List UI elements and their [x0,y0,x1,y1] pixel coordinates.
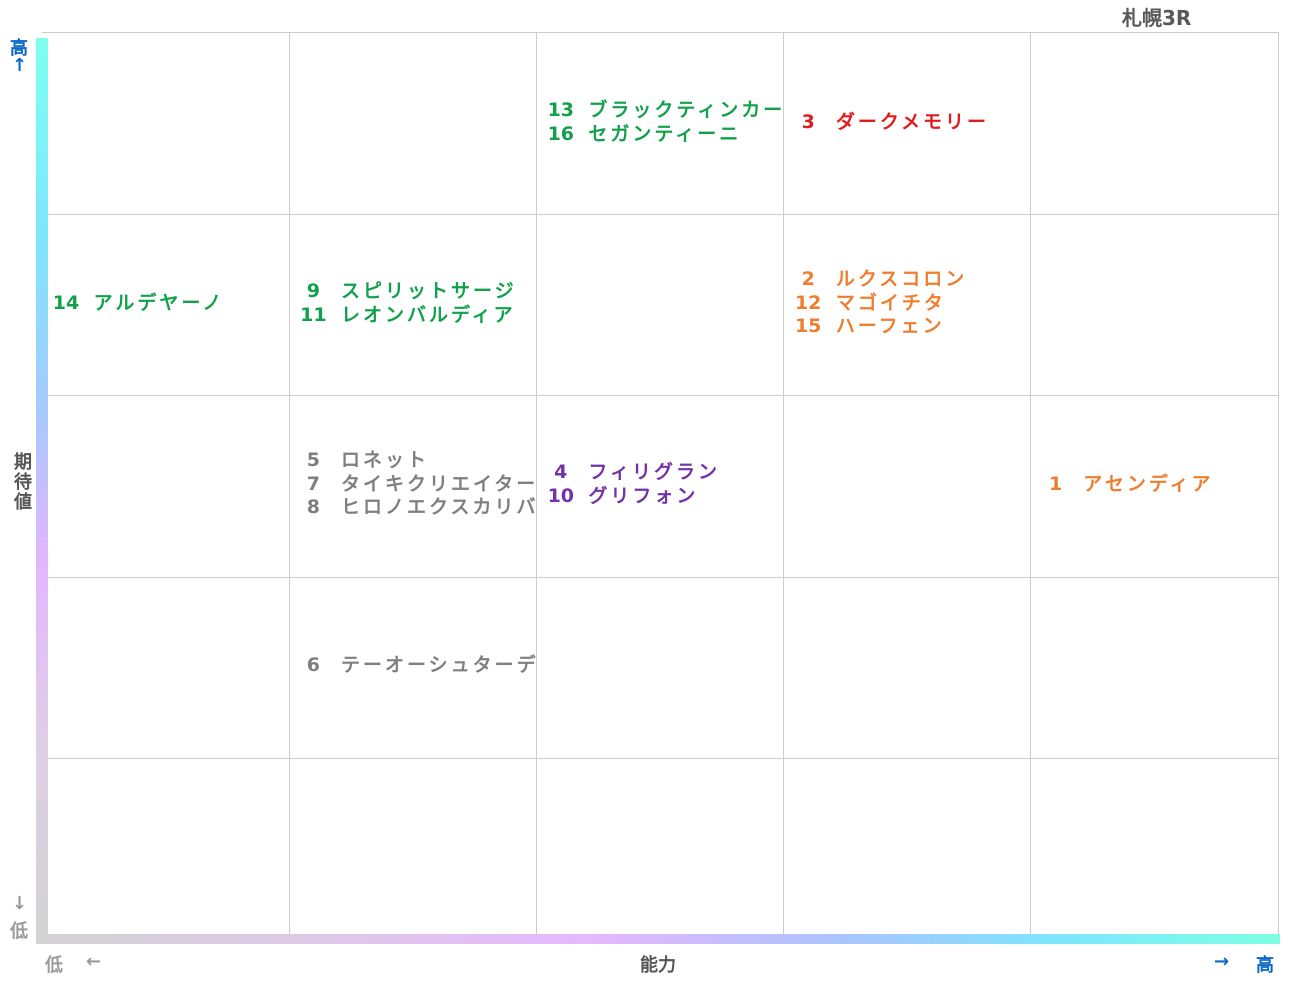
horse-number: 16 [547,122,575,145]
chart-title: 札幌3R [1122,6,1192,30]
horse-number: 1 [1048,472,1063,495]
horse-name: テーオーシュターデ [341,653,539,676]
horse-name: アセンディア [1083,472,1214,495]
horse-number: 4 [554,461,568,483]
y-axis-up-arrow-icon: ↑ [12,55,28,76]
grid-line-h3 [42,577,1278,578]
horse-entry: 12 マゴイチタ [790,292,967,316]
cell-entry-group: 14 アルデヤーノ [48,292,224,316]
horse-name: グリフォン [588,484,699,507]
y-axis-gradient-bar [36,38,48,940]
horse-name: ダークメモリー [835,110,990,133]
cell-entry-group: 2 ルクスコロン 12 マゴイチタ 15 ハーフェン [790,268,967,339]
horse-name: ブラックティンカー [588,99,786,121]
horse-entry: 7 タイキクリエイター [295,473,538,497]
x-axis-gradient-bar [36,934,1280,944]
grid-line-v1 [289,33,290,937]
grid-line-v4 [1030,33,1031,937]
horse-entry: 15 ハーフェン [790,315,967,339]
horse-entry: 1 アセンディア [1038,473,1214,497]
horse-entry: 14 アルデヤーノ [48,292,224,316]
horse-number: 2 [801,268,815,291]
horse-entry: 8 ヒロノエクスカリバ [295,496,538,520]
horse-name: ロネット [341,449,430,472]
horse-name: レオンバルディア [341,303,516,326]
horse-name: フィリグラン [588,461,721,483]
horse-number: 7 [306,472,320,495]
cell-entry-group: 4 フィリグラン 10 グリフォン [543,461,720,508]
horse-entry: 3 ダークメモリー [790,111,989,135]
cell-entry-group: 3 ダークメモリー [790,111,989,135]
horse-name: セガンティーニ [588,122,742,145]
x-axis-high-label: 高 [1256,955,1274,976]
cell-entry-group: 13 ブラックティンカー 16 セガンティーニ [543,99,786,146]
grid-line-v3 [783,33,784,937]
y-axis-low-label: 低 [10,921,28,942]
cell-entry-group: 1 アセンディア [1038,473,1214,497]
horse-name: ハーフェン [835,315,945,338]
horse-number: 5 [306,449,320,472]
horse-entry: 4 フィリグラン [543,461,720,485]
cell-entry-group: 9 スピリットサージ 11 レオンバルディア [295,280,516,327]
horse-number: 6 [306,653,320,676]
horse-name: マゴイチタ [835,291,946,314]
horse-entry: 5 ロネット [295,449,538,473]
y-axis-label: 期待値 [11,452,32,512]
horse-number: 10 [547,484,575,507]
x-axis-low-label: 低 [45,955,63,976]
cell-entry-group: 5 ロネット 7 タイキクリエイター 8 ヒロノエクスカリバ [295,449,538,520]
quadrant-grid [42,32,1279,937]
y-axis-down-arrow-icon: ↓ [12,893,28,914]
horse-entry: 13 ブラックティンカー [543,99,786,123]
horse-number: 12 [794,291,822,314]
horse-entry: 10 グリフォン [543,485,720,509]
horse-number: 15 [794,315,822,338]
y-axis-high-label: 高 [10,38,28,59]
horse-number: 9 [306,280,320,302]
horse-number: 14 [52,291,80,314]
horse-name: ヒロノエクスカリバ [341,496,539,519]
grid-line-h2 [42,395,1278,396]
horse-number: 3 [801,110,815,133]
horse-entry: 9 スピリットサージ [295,280,516,304]
horse-entry: 6 テーオーシュターデ [295,654,538,678]
horse-number: 8 [306,496,320,519]
grid-line-h1 [42,214,1278,215]
cell-entry-group: 6 テーオーシュターデ [295,654,538,678]
horse-name: タイキクリエイター [341,472,539,495]
horse-number: 13 [547,99,575,121]
x-axis-right-arrow-icon: → [1214,951,1230,972]
grid-line-v2 [536,33,537,937]
horse-name: ルクスコロン [835,268,968,291]
x-axis-left-arrow-icon: ← [86,951,102,972]
grid-line-h4 [42,758,1278,759]
x-axis-label: 能力 [640,955,676,976]
horse-entry: 11 レオンバルディア [295,304,516,328]
horse-entry: 16 セガンティーニ [543,123,786,147]
horse-number: 11 [300,303,327,326]
horse-name: スピリットサージ [341,280,517,302]
horse-name: アルデヤーノ [93,291,225,314]
horse-entry: 2 ルクスコロン [790,268,967,292]
